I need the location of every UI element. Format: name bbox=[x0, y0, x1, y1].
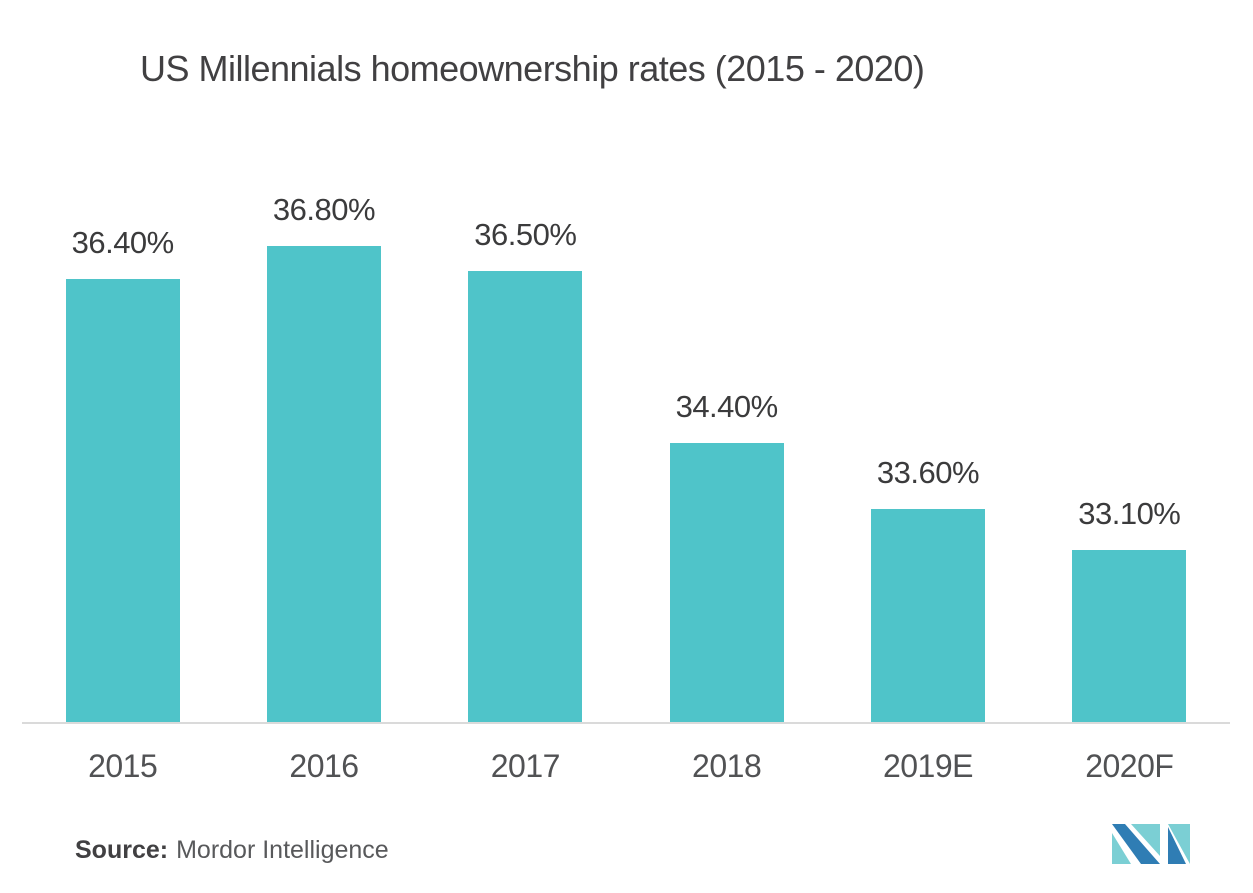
bar bbox=[669, 443, 784, 722]
bar-value-label: 36.40% bbox=[71, 225, 175, 260]
source-label: Source: bbox=[75, 836, 169, 864]
bar-value-label: 36.80% bbox=[272, 192, 376, 227]
bar-value-label: 33.60% bbox=[876, 455, 980, 490]
bar bbox=[870, 509, 985, 722]
bar-column: 33.60% bbox=[827, 164, 1028, 722]
bar-value-label: 36.50% bbox=[474, 217, 577, 252]
bar-value-label: 33.10% bbox=[1078, 496, 1181, 531]
x-axis-label: 2020F bbox=[1085, 748, 1174, 784]
bar-column: 36.50% bbox=[425, 164, 626, 722]
bar-column: 33.10% bbox=[1029, 164, 1230, 722]
bar-column: 36.40% bbox=[22, 164, 223, 722]
source-note: Source: Mordor Intelligence bbox=[75, 836, 389, 865]
x-axis-label: 2018 bbox=[692, 748, 762, 784]
bar-value-label: 34.40% bbox=[675, 389, 779, 424]
x-axis-label: 2019E bbox=[882, 748, 974, 784]
bar bbox=[1072, 550, 1187, 722]
mordor-intelligence-logo-icon bbox=[1112, 824, 1190, 864]
bar bbox=[266, 246, 381, 722]
bar bbox=[65, 279, 180, 722]
plot-area: 36.40% 36.80% 36.50% 34.40% 33.60% 33.10… bbox=[22, 164, 1230, 724]
x-axis: 2015 2016 2017 2018 2019E 2020F bbox=[22, 724, 1230, 785]
x-axis-label: 2015 bbox=[88, 748, 158, 784]
bar-column: 36.80% bbox=[223, 164, 424, 722]
x-axis-label: 2017 bbox=[490, 748, 561, 784]
bar-column: 34.40% bbox=[626, 164, 827, 722]
chart-title: US Millennials homeownership rates (2015… bbox=[140, 48, 925, 89]
source-text: Mordor Intelligence bbox=[176, 836, 389, 864]
x-axis-label: 2016 bbox=[289, 748, 359, 784]
bar bbox=[468, 271, 583, 722]
